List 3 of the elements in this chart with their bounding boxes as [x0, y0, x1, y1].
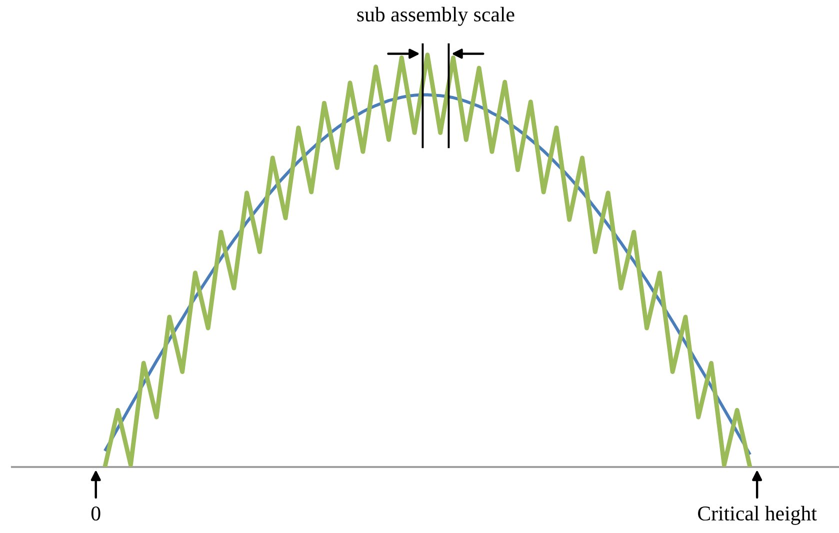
text: 0 [91, 506, 100, 521]
text: sub assembly scale [357, 6, 514, 26]
text: Critical height [698, 506, 817, 525]
